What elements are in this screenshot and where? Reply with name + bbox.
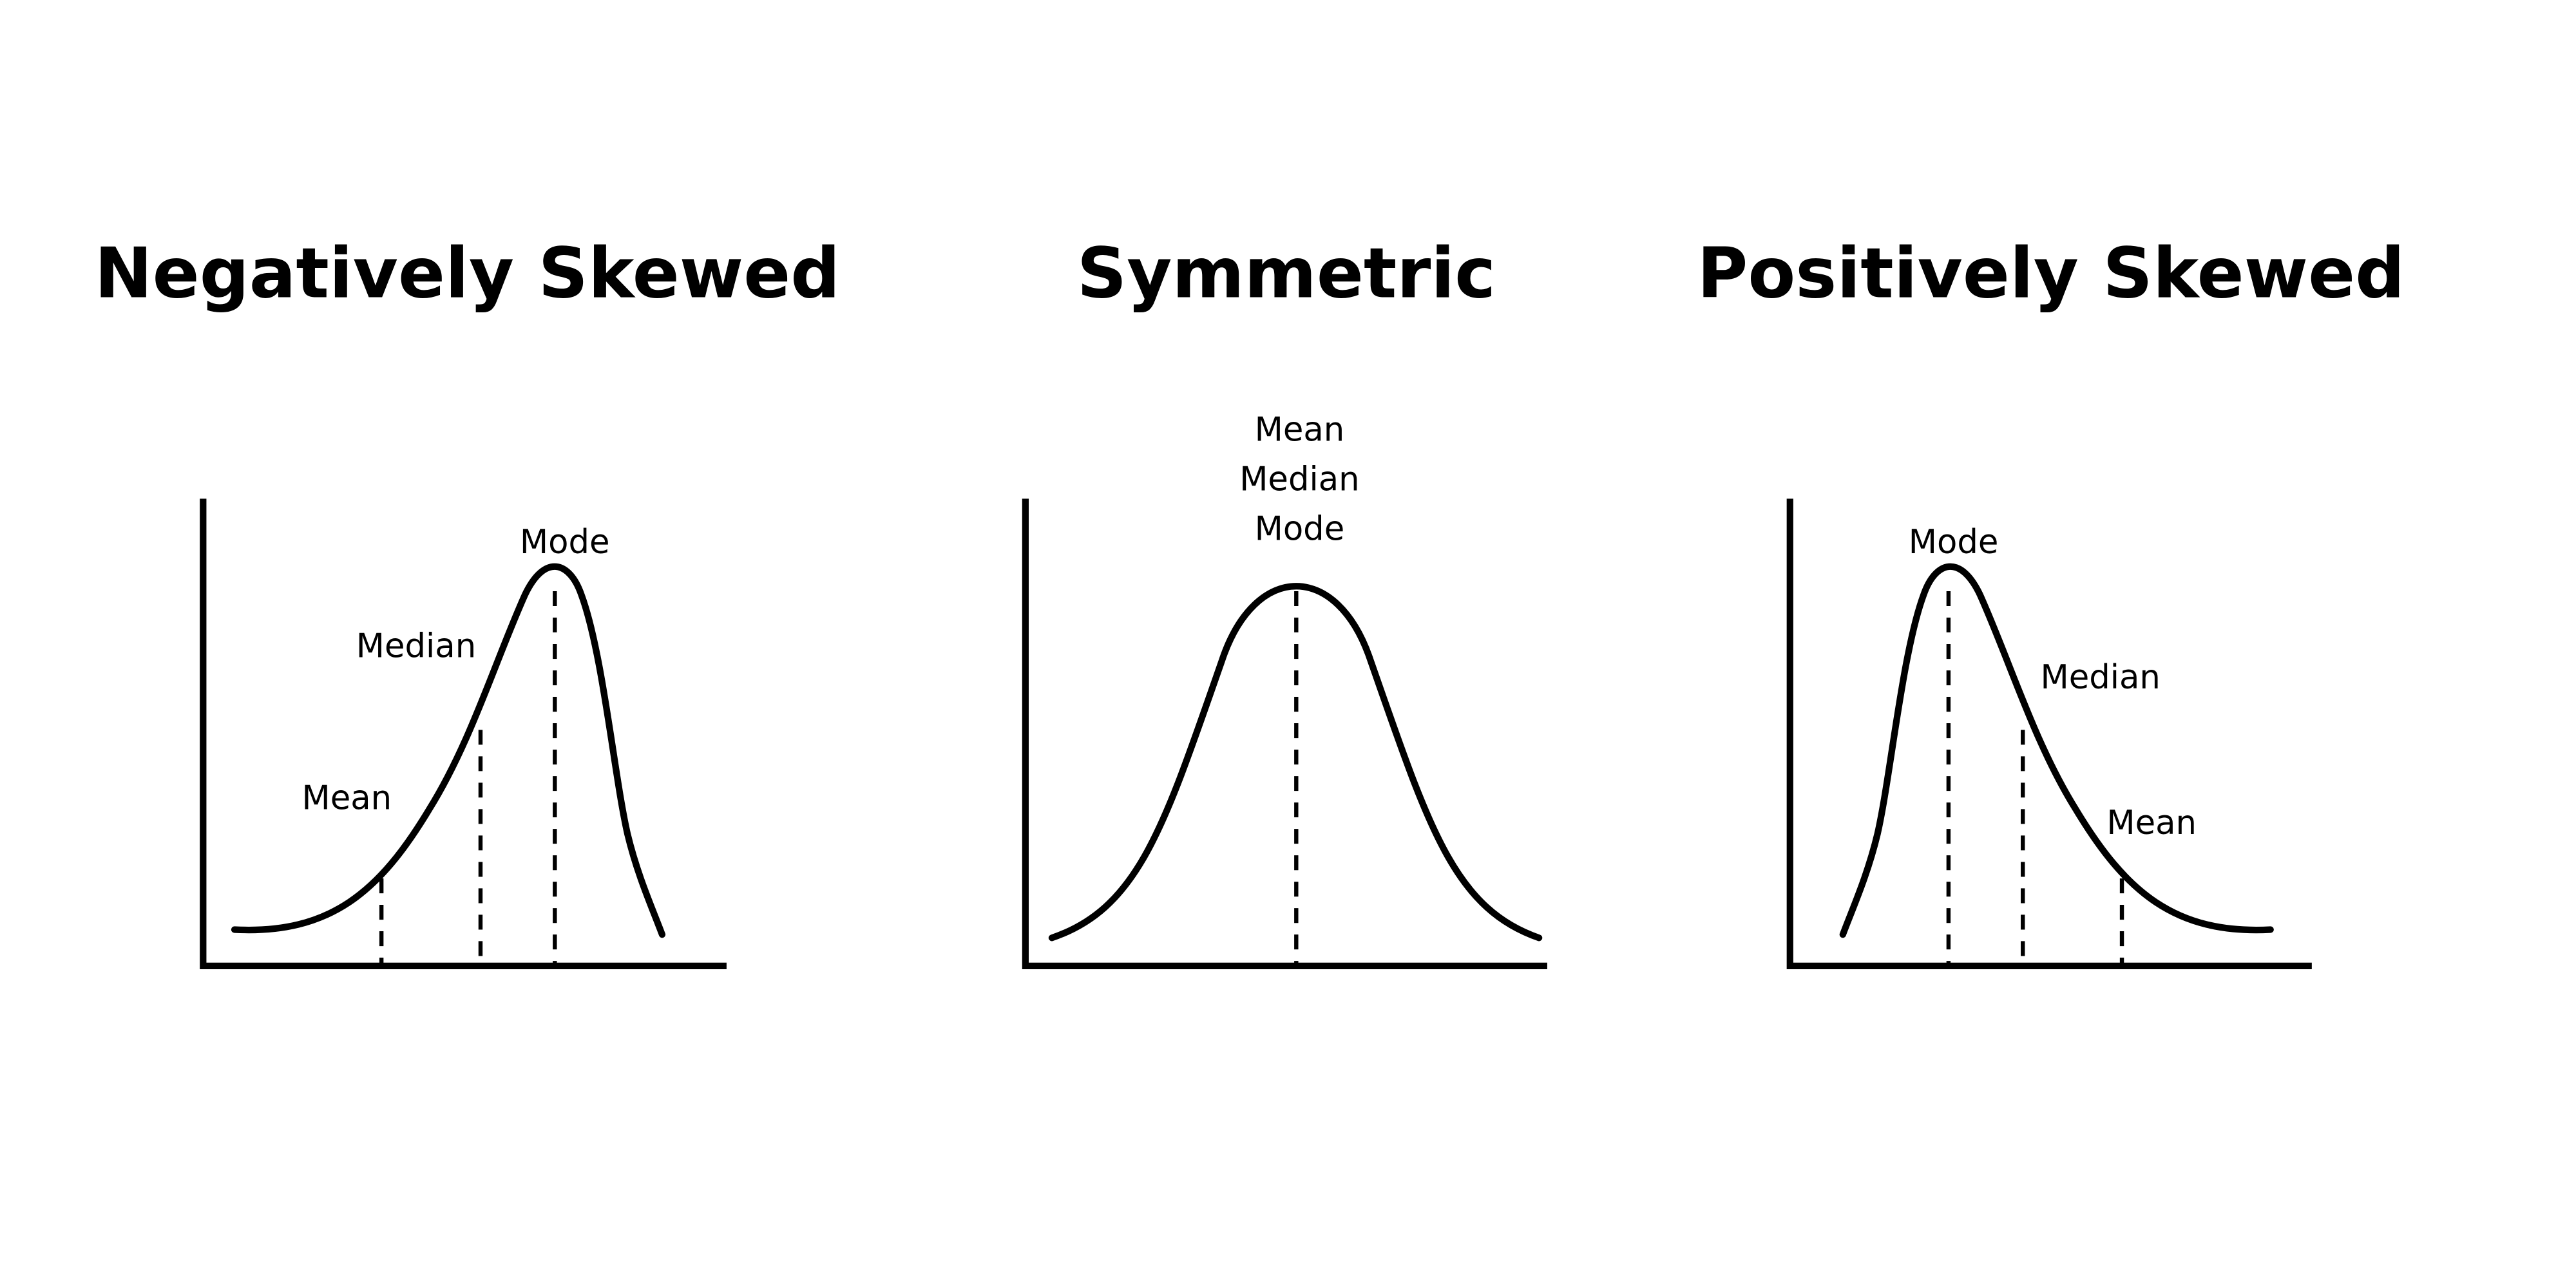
panel-title: Positively Skewed [1697,234,2405,314]
distribution-curve [1839,563,2274,938]
distribution-curve [231,563,666,938]
axes [200,498,727,970]
mean-label: Mean [302,779,392,817]
mean-label: Mean [1255,411,1345,450]
median-label: Median [356,627,476,666]
mode-label: Mode [520,523,610,562]
median-label: Median [1239,460,1359,499]
mode-label: Mode [1255,510,1345,549]
positively-skewed-panel: Positively Skewed Mode Median Mean [1697,234,2405,970]
axes [1786,498,2312,970]
panel-title: Negatively Skewed [95,234,841,314]
median-label: Median [2041,658,2161,697]
panel-title: Symmetric [1077,234,1496,314]
axes [1022,498,1547,970]
distribution-curve [1048,583,1543,942]
mode-label: Mode [1909,523,1999,562]
mean-label: Mean [2106,804,2197,842]
symmetric-panel: Symmetric Mean Median Mode [1022,234,1547,970]
negatively-skewed-panel: Negatively Skewed Mode Median Mean [95,234,841,970]
